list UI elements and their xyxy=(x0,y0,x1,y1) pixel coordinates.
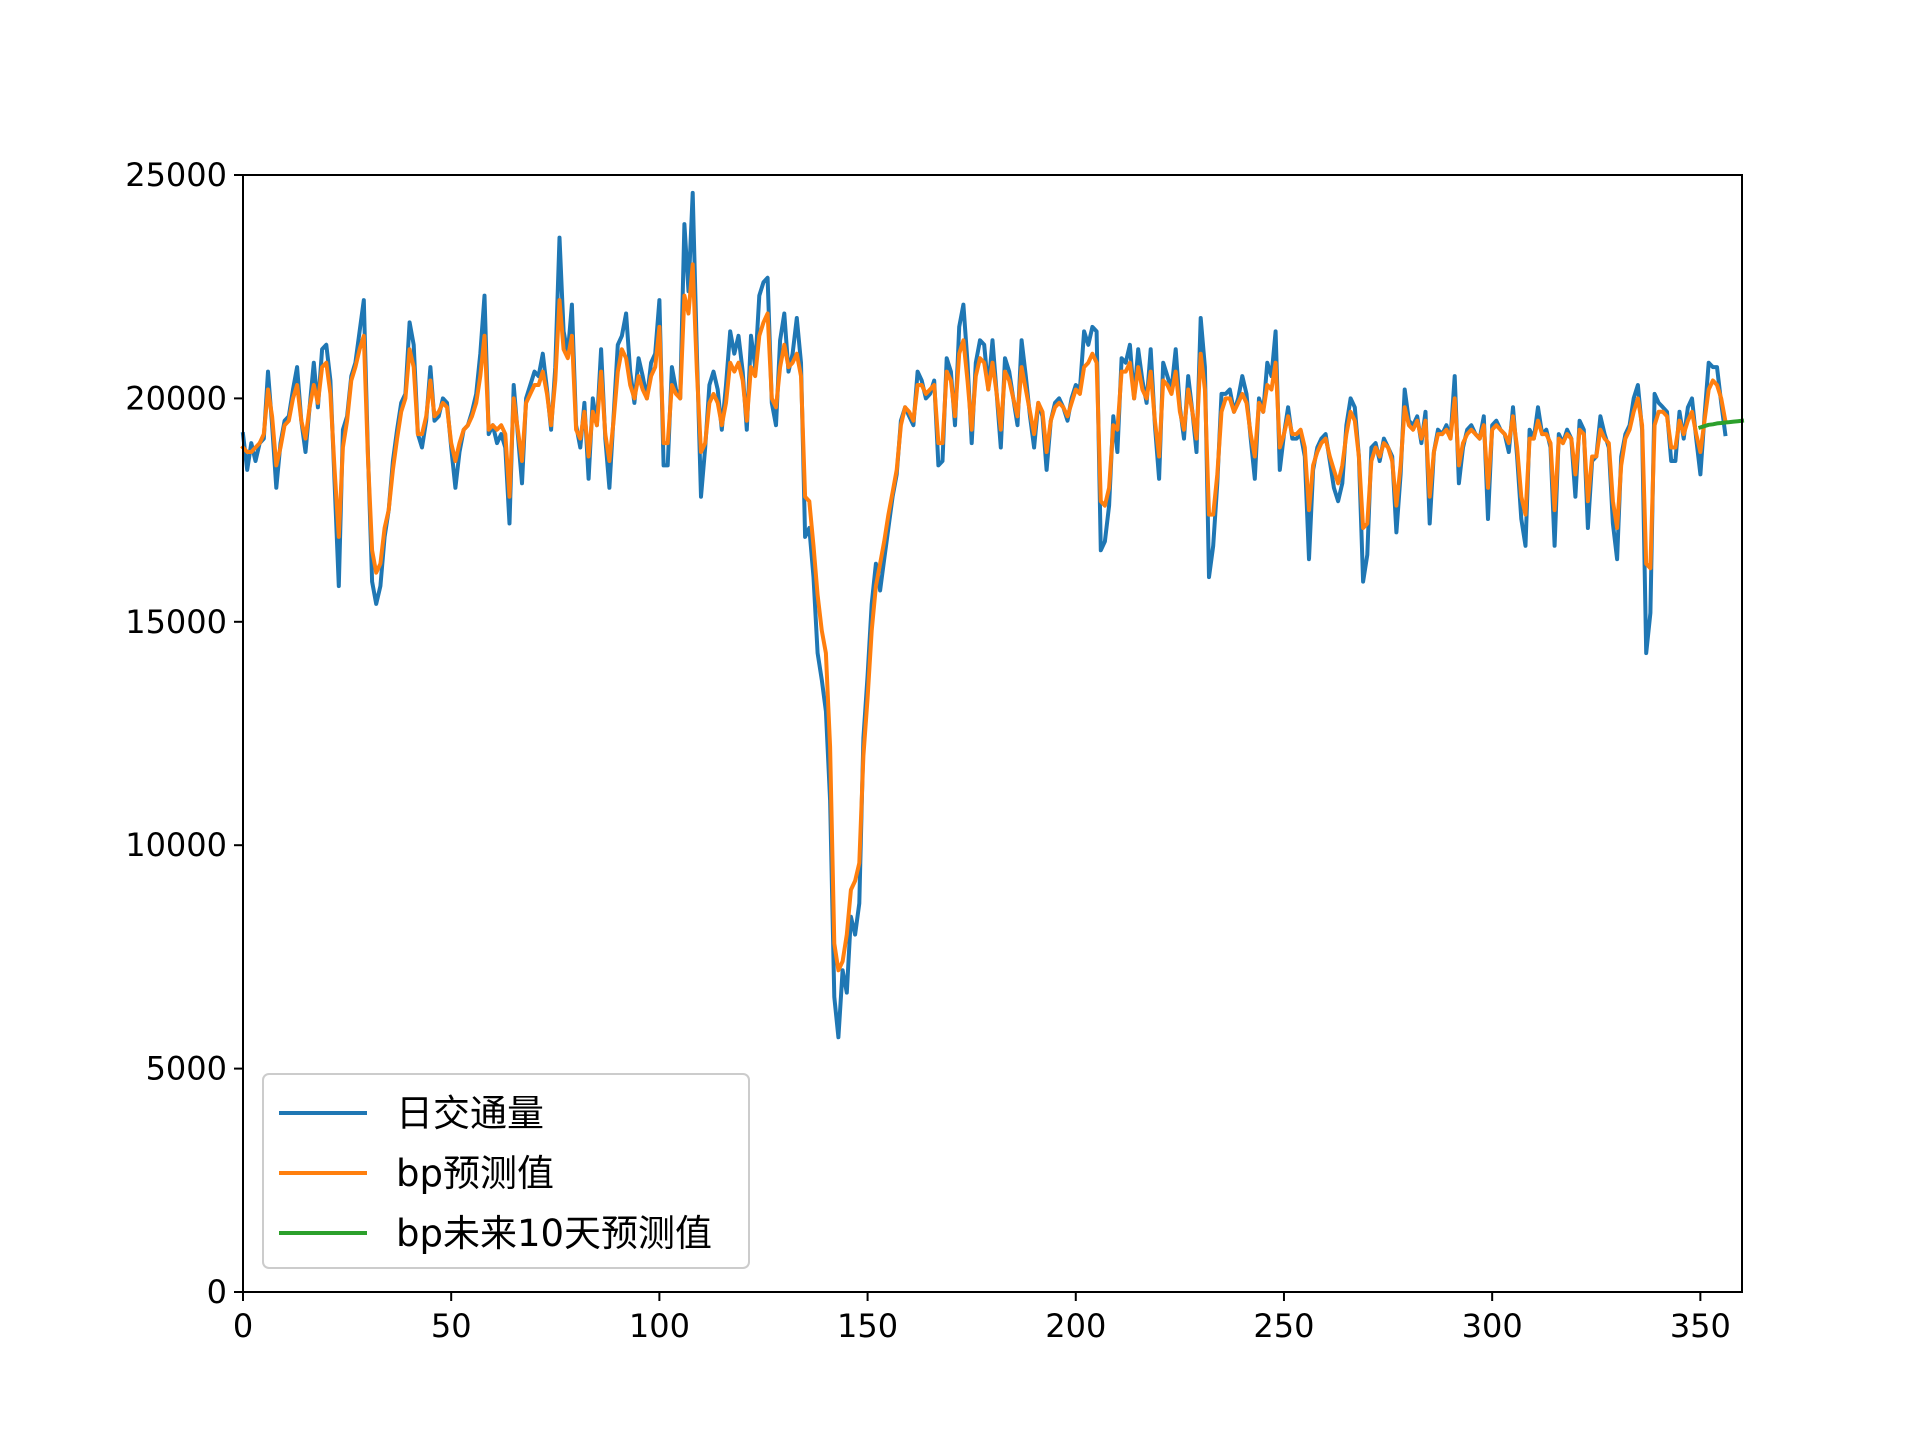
series-line-1 xyxy=(240,190,1728,1040)
x-tick-label: 100 xyxy=(629,1307,690,1345)
x-tick-label: 250 xyxy=(1253,1307,1314,1345)
legend: 日交通量 bp预测值 bp未来10天预测值 xyxy=(262,1073,750,1269)
legend-box xyxy=(262,1073,750,1269)
axis-ticks: 0 50 100 150 200 250 300 350 0 5000 10000 15000 2000… xyxy=(125,156,1731,1345)
legend-label-3: bp未来10天预测值 xyxy=(396,1212,712,1255)
x-tick-label: 350 xyxy=(1670,1307,1731,1345)
legend-label-1: 日交通量 xyxy=(396,1092,544,1135)
x-tick-label: 300 xyxy=(1462,1307,1523,1345)
series-line-2 xyxy=(240,262,1728,973)
series-lines xyxy=(240,190,1745,1040)
y-tick-label: 5000 xyxy=(146,1050,227,1088)
y-tick-label: 20000 xyxy=(125,379,227,417)
y-tick-label: 10000 xyxy=(125,826,227,864)
x-tick-label: 150 xyxy=(837,1307,898,1345)
y-tick-label: 0 xyxy=(207,1273,227,1311)
legend-label-2: bp预测值 xyxy=(396,1152,554,1195)
y-tick-label: 25000 xyxy=(125,156,227,194)
x-tick-label: 50 xyxy=(431,1307,472,1345)
series-line-3 xyxy=(1697,418,1745,430)
x-tick-label: 200 xyxy=(1045,1307,1106,1345)
y-tick-label: 15000 xyxy=(125,603,227,641)
x-tick-label: 0 xyxy=(233,1307,253,1345)
plot-frame xyxy=(242,174,1743,1293)
